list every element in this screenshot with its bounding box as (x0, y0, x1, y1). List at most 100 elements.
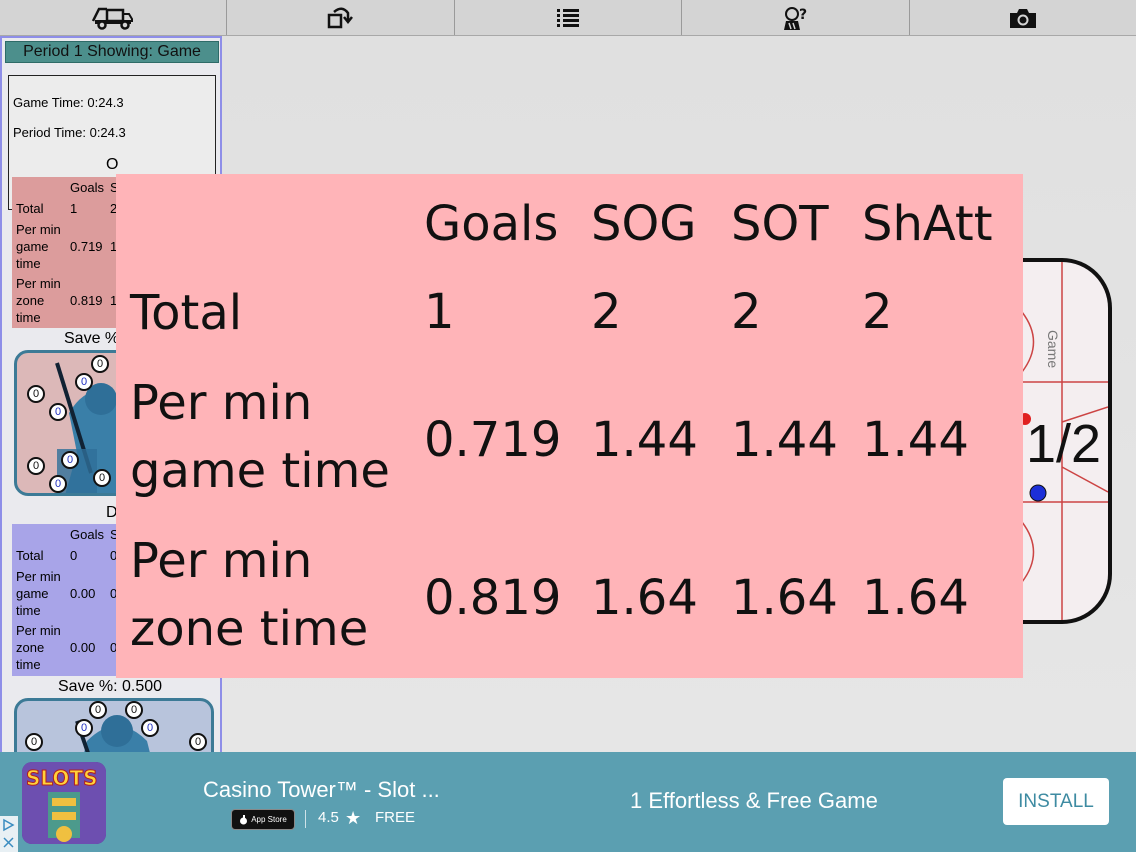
rink-fraction-text: 1/2 (1026, 414, 1102, 474)
star-icon: ★ (345, 808, 362, 828)
toolbar: ? (0, 0, 1136, 36)
ad-price: FREE (375, 809, 416, 826)
header-sot: SOT (731, 196, 829, 252)
total-sog: 2 (591, 284, 622, 340)
pmgt-s: 1 (110, 239, 118, 254)
pmzt-label-1: Per min (16, 623, 61, 638)
pmzt-goals: 0.819 (424, 570, 562, 626)
row-pmgt-label-2: game time (130, 443, 390, 499)
shot-marker[interactable]: 0 (25, 733, 43, 751)
total-sot: 2 (731, 284, 762, 340)
pmzt-label-3: time (16, 310, 41, 325)
rotate-button[interactable] (227, 0, 455, 35)
offense-save-label: Save % (64, 330, 120, 347)
pmzt-label-2: zone (16, 640, 45, 655)
pmzt-shatt: 1.64 (862, 570, 969, 626)
pmzt-sog: 1.64 (591, 570, 698, 626)
appstore-badge[interactable]: App Store (231, 809, 295, 830)
ad-title[interactable]: Casino Tower™ - Slot ... (203, 777, 440, 802)
shot-marker[interactable]: 0 (27, 457, 45, 475)
rink-fraction: 1/2 (1026, 413, 1101, 475)
install-button[interactable]: INSTALL (1003, 778, 1109, 825)
camera-icon (1009, 8, 1036, 28)
pmzt-sot: 1.64 (731, 570, 838, 626)
total-s: 2 (110, 201, 118, 216)
shot-marker[interactable]: 0 (141, 719, 159, 737)
ad-separator (305, 810, 306, 828)
defense-save-label: Save %: 0.500 (58, 678, 163, 695)
svg-text:?: ? (799, 7, 807, 23)
row-total-label: Total (130, 285, 243, 341)
stats-popup[interactable]: Goals SOG SOT ShAtt Total 1 2 2 2 Per mi… (116, 174, 1023, 678)
pmgt-label-2: game (16, 239, 49, 254)
col-s: S (110, 527, 119, 542)
total-label: Total (16, 548, 44, 563)
pmzt-label-3: time (16, 657, 41, 672)
defense-letter: D (106, 504, 118, 521)
total-goals: 1 (70, 201, 78, 216)
row-pmzt-label-2: zone time (130, 601, 369, 657)
pmzt-label-2: zone (16, 293, 45, 308)
col-s: S (110, 180, 119, 195)
list-button[interactable] (455, 0, 683, 35)
shot-marker[interactable]: 0 (61, 451, 79, 469)
pmgt-goals: 0.719 (70, 239, 103, 254)
ad-icon-text: SLOTS (25, 766, 98, 791)
total-s: 0 (110, 548, 118, 563)
row-pmzt-label-1: Per min (130, 533, 313, 589)
pmgt-goals: 0.00 (70, 586, 96, 601)
tow-truck-icon (92, 7, 134, 30)
shot-marker[interactable]: 0 (75, 373, 93, 391)
row-pmgt-label-1: Per min (130, 375, 313, 431)
pmgt-s: 0 (110, 586, 118, 601)
pmgt-label-3: time (16, 256, 41, 271)
shot-marker[interactable]: 0 (49, 475, 67, 493)
rink-game-label: Game (1045, 330, 1061, 369)
total-goals: 1 (424, 284, 455, 340)
pmzt-goals: 0.819 (70, 293, 103, 308)
camera-button[interactable] (910, 0, 1136, 35)
ad-app-icon[interactable]: SLOTS (22, 762, 106, 844)
referee-help-button[interactable]: ? (682, 0, 910, 35)
game-time: Game Time: 0:24.3 (13, 95, 124, 110)
pmgt-label-3: time (16, 603, 41, 618)
tow-truck-button[interactable] (0, 0, 228, 35)
goalie-icon (75, 715, 150, 752)
ad-rating: 4.5 (318, 809, 339, 826)
total-shatt: 2 (862, 284, 893, 340)
apple-icon (240, 814, 248, 824)
pmgt-label-2: game (16, 586, 49, 601)
referee-help-icon: ? (784, 6, 808, 30)
ad-choices-icon[interactable] (0, 816, 18, 852)
shot-marker[interactable]: 0 (49, 403, 67, 421)
pmgt-label-1: Per min (16, 569, 61, 584)
header-goals: Goals (424, 196, 559, 252)
total-label: Total (16, 201, 44, 216)
appstore-badge-text: App Store (251, 815, 287, 824)
pmgt-sog: 1.44 (591, 412, 698, 468)
shot-marker[interactable]: 0 (75, 719, 93, 737)
header-shatt: ShAtt (862, 196, 993, 252)
ad-tagline: 1 Effortless & Free Game (630, 788, 878, 813)
ad-banner[interactable] (0, 752, 1136, 852)
period-header[interactable]: Period 1 Showing: Game (5, 41, 219, 63)
list-icon (557, 8, 580, 27)
shot-marker[interactable]: 0 (27, 385, 45, 403)
pmgt-sot: 1.44 (731, 412, 838, 468)
pmzt-s: 0 (110, 640, 118, 655)
rotate-icon (327, 7, 353, 28)
header-sog: SOG (591, 196, 697, 252)
shot-marker[interactable]: 0 (89, 701, 107, 719)
pmgt-label-1: Per min (16, 222, 61, 237)
shot-marker[interactable]: 0 (189, 733, 207, 751)
shot-marker[interactable]: 0 (93, 469, 111, 487)
pmzt-s: 1 (110, 293, 118, 308)
pmzt-goals: 0.00 (70, 640, 96, 655)
pmgt-shatt: 1.44 (862, 412, 969, 468)
shot-marker[interactable]: 0 (125, 701, 143, 719)
shot-marker[interactable]: 0 (91, 355, 109, 373)
rink-markings (1000, 262, 1108, 620)
total-goals: 0 (70, 548, 78, 563)
period-time: Period Time: 0:24.3 (13, 125, 126, 140)
